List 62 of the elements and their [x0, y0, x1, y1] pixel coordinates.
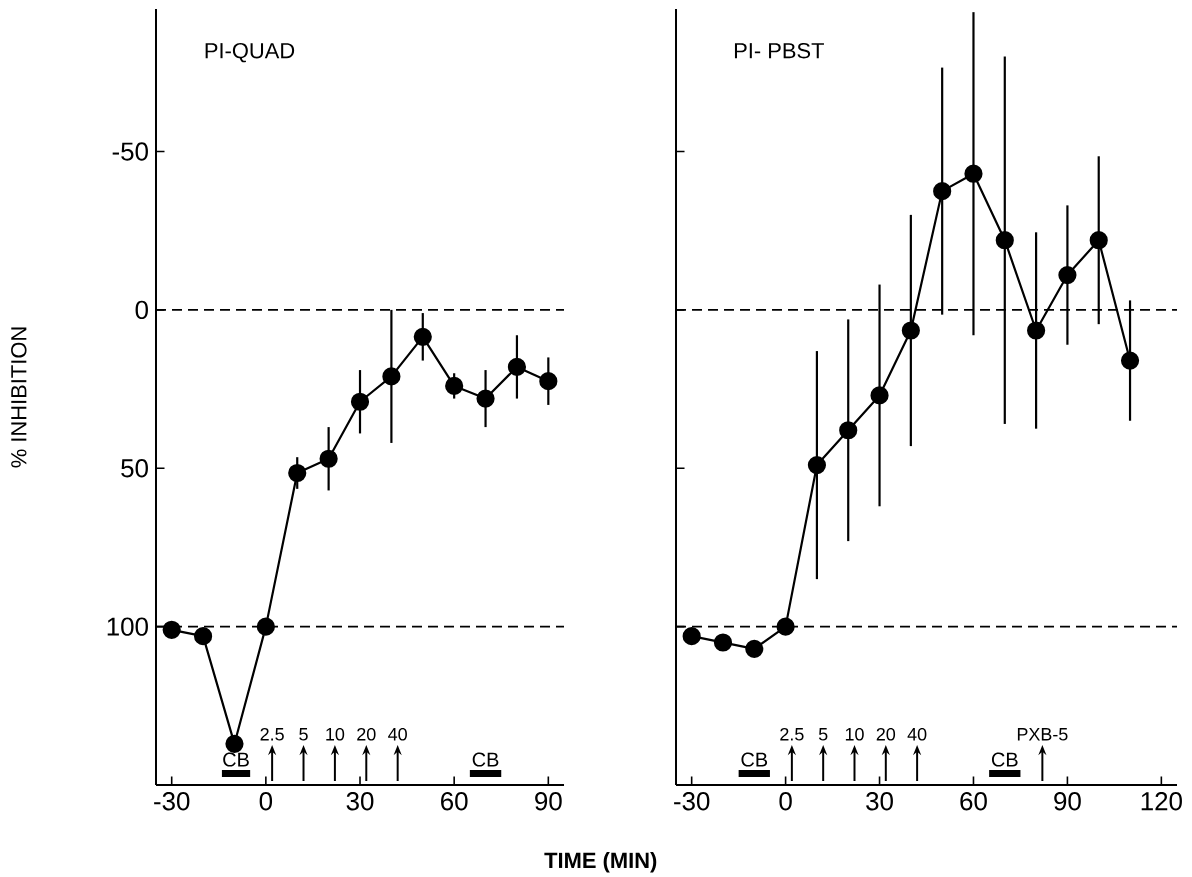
x-tick-label: -30: [674, 792, 710, 811]
point: [225, 734, 244, 753]
point: [445, 376, 464, 396]
point: [995, 231, 1014, 250]
x-tick-label: 30: [866, 792, 893, 811]
x-tick-label: 120: [1141, 792, 1182, 811]
x-tick-label: 90: [1054, 792, 1081, 811]
y-tick-label: 0: [135, 300, 148, 320]
annotation: 10: [326, 727, 345, 741]
y-tick-label: -50: [112, 142, 148, 161]
annotation: 5: [818, 728, 828, 741]
point: [901, 321, 920, 340]
point: [807, 456, 827, 475]
point: [839, 421, 858, 440]
annotation: 2.5: [260, 727, 284, 741]
annotation: 2.5: [780, 727, 804, 741]
point: [162, 620, 181, 639]
annotation: 20: [357, 727, 376, 741]
annotation: CB: [741, 752, 768, 767]
point: [539, 372, 558, 391]
point: [1120, 351, 1140, 370]
point: [382, 367, 401, 386]
point: [193, 627, 213, 646]
point: [1089, 231, 1108, 250]
point: [476, 389, 495, 408]
annotation: 5: [299, 728, 308, 741]
point: [745, 639, 764, 658]
annotation: CB: [991, 752, 1018, 767]
x-tick-label: -30: [154, 792, 190, 811]
x-tick-label: 30: [346, 792, 374, 811]
annotation: PXB-5: [1017, 728, 1068, 741]
point: [507, 357, 527, 377]
point: [776, 617, 795, 636]
point: [1027, 321, 1046, 340]
point: [350, 392, 370, 411]
x-tick-label: 0: [779, 792, 792, 811]
y-axis-title: % INHIBITION: [11, 327, 27, 468]
annotation: 40: [907, 727, 927, 741]
x-tick-label: 60: [960, 792, 987, 811]
x-axis-title: TIME (MIN): [544, 852, 657, 873]
x-tick-label: 90: [535, 792, 562, 811]
point: [682, 627, 701, 646]
point: [713, 633, 733, 652]
x-tick-label: 60: [441, 792, 468, 811]
point: [288, 463, 307, 483]
annotation: 20: [876, 727, 896, 741]
point: [256, 617, 275, 636]
text: PI- PBST: [734, 42, 824, 59]
point: [870, 386, 889, 405]
y-tick-label: 100: [107, 617, 148, 636]
annotation: CB: [223, 752, 249, 767]
point: [933, 182, 952, 201]
y-tick-label: 50: [121, 459, 148, 478]
point: [319, 449, 338, 468]
point: [413, 327, 432, 346]
text: PI-QUAD: [205, 42, 295, 63]
annotation: CB: [472, 752, 499, 767]
annotation: 10: [845, 727, 864, 741]
x-tick-label: 0: [259, 792, 273, 811]
annotation: 40: [388, 727, 407, 741]
point: [1058, 265, 1077, 285]
point: [964, 164, 983, 183]
